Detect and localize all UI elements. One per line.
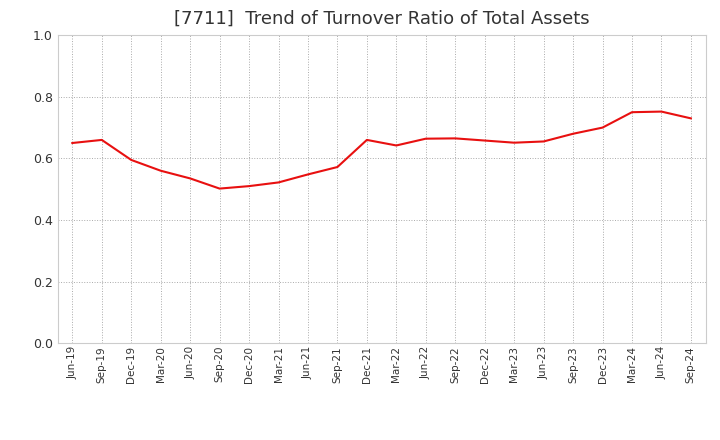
Title: [7711]  Trend of Turnover Ratio of Total Assets: [7711] Trend of Turnover Ratio of Total … [174, 10, 590, 28]
